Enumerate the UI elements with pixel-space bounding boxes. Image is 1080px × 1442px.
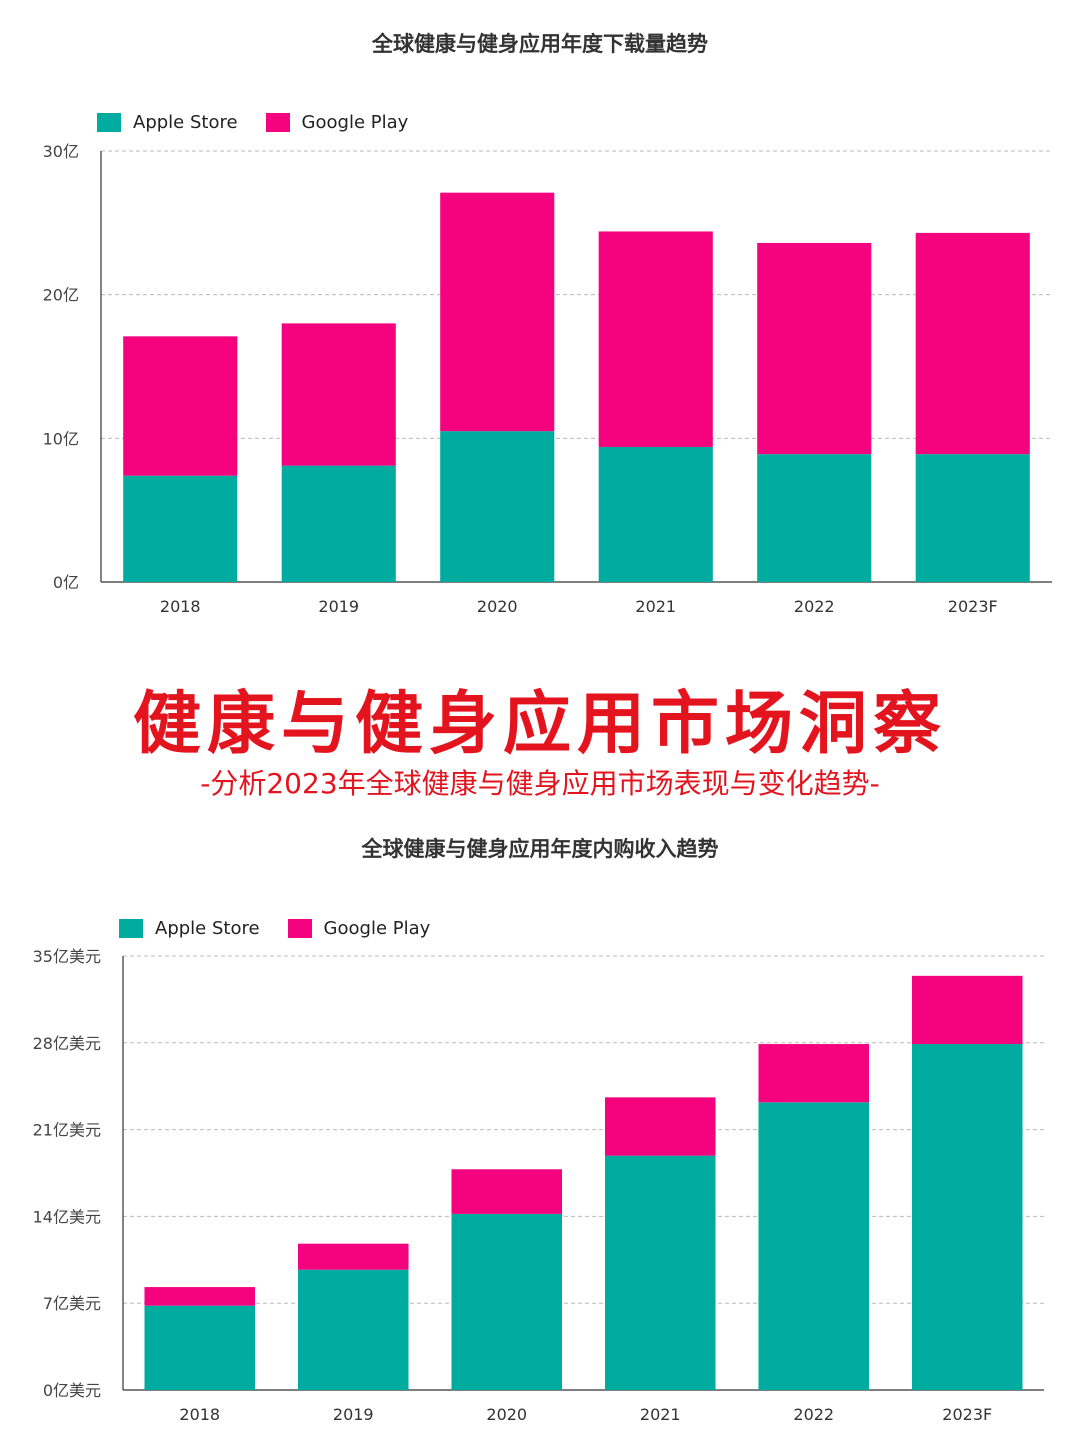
bar-apple-store-2022 [757,454,872,582]
legend-item-apple-store: Apple Store [119,918,260,939]
y-tick-label: 21亿美元 [33,1121,101,1140]
x-tick-label: 2021 [640,1405,681,1424]
bar-apple-store-2021 [598,446,713,582]
y-tick-label: 30亿 [43,142,79,161]
x-tick-label: 2018 [160,597,201,616]
x-tick-label: 2019 [318,597,359,616]
bar-google-play-2020 [451,1169,563,1214]
bar-apple-store-2018 [123,475,238,582]
legend-label-google-play: Google Play [323,918,431,939]
main-title: 健康与健身应用市场洞察 [132,685,947,764]
bar-google-play-2023F [915,232,1030,455]
downloads-chart: 0亿 10亿 20亿 30亿 2018 2019 2020 2021 2022 2023F [43,142,1052,616]
chart2-legend: Apple Store Google Play [119,918,430,939]
legend-label-google-play: Google Play [301,112,409,133]
y-tick-label: 10亿 [43,429,79,448]
legend-item-google-play: Google Play [287,918,431,939]
chart2-title: 全球健康与健身应用年度内购收入趋势 [361,837,719,861]
google-play-swatch [287,919,312,938]
bar-apple-store-2019 [297,1269,409,1390]
bar-apple-store-2018 [144,1305,256,1390]
x-tick-label: 2020 [486,1405,527,1424]
bar-apple-store-2020 [451,1213,563,1390]
revenue-chart: 0亿美元 7亿美元 14亿美元 21亿美元 28亿美元 35亿美元 2018 2019 2020… [33,947,1044,1424]
bar-apple-store-2023F [911,1044,1023,1390]
bar-google-play-2018 [144,1287,256,1306]
bar-apple-store-2021 [604,1155,716,1390]
y-tick-label: 20亿 [43,286,79,305]
bar-google-play-2019 [297,1243,409,1270]
bar-google-play-2021 [604,1097,716,1156]
x-tick-label: 2019 [333,1405,374,1424]
bar-google-play-2021 [598,231,713,447]
bar-google-play-2022 [758,1044,870,1103]
y-tick-label: 0亿 [53,573,79,592]
x-tick-label: 2022 [794,597,835,616]
x-tick-label: 2022 [793,1405,834,1424]
legend-label-apple-store: Apple Store [155,918,260,939]
x-tick-label: 2023F [948,597,998,616]
bar-google-play-2019 [281,323,396,466]
y-tick-label: 0亿美元 [43,1381,101,1400]
y-tick-label: 7亿美元 [43,1294,101,1313]
bar-google-play-2022 [757,242,872,455]
bar-apple-store-2019 [281,465,396,582]
bar-apple-store-2023F [915,454,1030,582]
google-play-swatch [265,113,290,132]
x-tick-label: 2021 [635,597,676,616]
y-tick-label: 35亿美元 [33,947,101,966]
bar-apple-store-2020 [440,431,555,582]
x-tick-label: 2023F [942,1405,992,1424]
apple-store-swatch [97,113,121,132]
legend-item-google-play: Google Play [265,112,409,133]
legend-item-apple-store: Apple Store [97,112,238,133]
bar-google-play-2018 [123,336,238,476]
x-tick-label: 2018 [179,1405,220,1424]
legend-label-apple-store: Apple Store [133,112,238,133]
bar-apple-store-2022 [758,1102,870,1390]
bar-google-play-2023F [911,975,1023,1045]
apple-store-swatch [119,919,143,938]
x-tick-label: 2020 [477,597,518,616]
chart1-legend: Apple Store Google Play [97,112,408,133]
y-tick-label: 28亿美元 [33,1034,101,1053]
subtitle: -分析2023年全球健康与健身应用市场表现与变化趋势- [200,767,880,800]
chart1-title: 全球健康与健身应用年度下载量趋势 [372,32,708,56]
bar-google-play-2020 [440,192,555,432]
y-tick-label: 14亿美元 [33,1207,101,1226]
